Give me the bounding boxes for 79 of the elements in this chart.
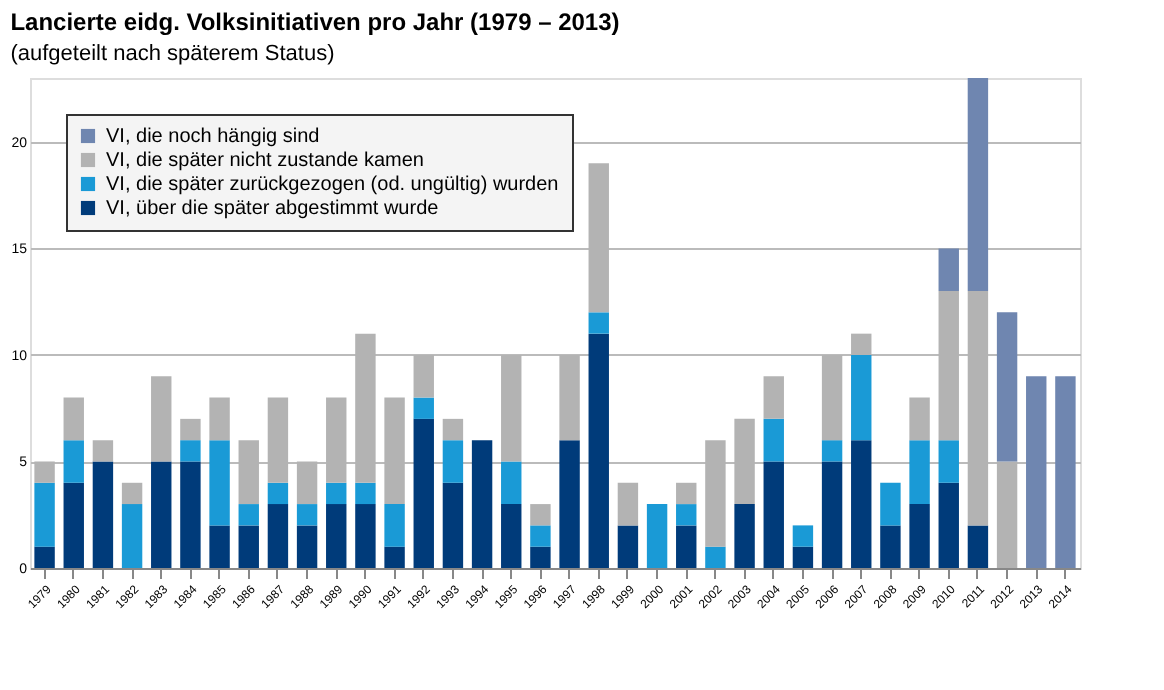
bar (209, 397, 230, 441)
bar (442, 418, 464, 441)
bar (180, 418, 201, 441)
bar (821, 461, 843, 568)
bar (355, 504, 376, 568)
chart-subtitle: (aufgeteilt nach späterem Status) (10, 42, 335, 66)
bar (821, 440, 843, 462)
bar (355, 482, 376, 505)
bar (63, 440, 84, 483)
bar (501, 504, 522, 568)
bar (296, 525, 318, 568)
bar (967, 525, 989, 568)
bar (180, 440, 201, 462)
bar (1055, 376, 1076, 568)
bar (763, 418, 784, 462)
bar (180, 461, 201, 568)
bar (413, 418, 434, 568)
bar (588, 333, 609, 568)
bar (209, 525, 230, 568)
bar (851, 354, 872, 441)
bar (238, 525, 259, 568)
bar (92, 461, 114, 568)
bar (384, 546, 405, 568)
bar (967, 78, 989, 292)
bar (267, 504, 289, 568)
bar (676, 482, 697, 505)
bar (34, 546, 55, 568)
bar (326, 504, 347, 568)
bar (617, 482, 639, 526)
bar (471, 440, 493, 568)
bar (384, 504, 405, 547)
bar (442, 440, 464, 483)
bar (705, 546, 726, 568)
bar (792, 525, 814, 547)
bar (442, 482, 464, 568)
bar (530, 546, 551, 568)
bar (151, 376, 172, 462)
bar (763, 376, 784, 419)
legend-label: VI, die später zurückgezogen (od. ungültig) wurden (106, 174, 559, 196)
bar (734, 504, 755, 568)
bar (851, 440, 872, 568)
bar (676, 504, 697, 526)
bar (559, 440, 580, 568)
legend-label: VI, die noch hängig sind (106, 126, 320, 148)
bar (909, 440, 930, 505)
bar (763, 461, 784, 568)
bar (588, 312, 609, 334)
bar (909, 504, 930, 568)
bar (792, 546, 814, 568)
bar (530, 504, 551, 526)
bar (909, 397, 930, 441)
bar (938, 440, 959, 483)
legend-label: VI, die später nicht zustande kamen (106, 150, 424, 172)
bar (121, 482, 143, 505)
bar (617, 525, 639, 568)
bar (121, 504, 143, 568)
bar (501, 461, 522, 505)
bar (646, 504, 668, 568)
bar (413, 397, 434, 419)
bar (1026, 376, 1047, 568)
bar (238, 504, 259, 526)
bar (63, 482, 84, 568)
bar (267, 482, 289, 505)
bar (326, 482, 347, 505)
bar (63, 397, 84, 441)
bar (296, 504, 318, 526)
bar (92, 440, 114, 462)
bar (996, 312, 1018, 462)
bar (34, 482, 55, 547)
legend-label: VI, über die später abgestimmt wurde (106, 198, 440, 220)
bar (938, 248, 959, 292)
bar (880, 482, 901, 526)
bar (151, 461, 172, 568)
bar (530, 525, 551, 547)
bar (676, 525, 697, 568)
chart-title: Lancierte eidg. Volksinitiativen pro Jahr (1979 – 2013) (10, 8, 620, 36)
bar (880, 525, 901, 568)
bar (209, 440, 230, 526)
bar (938, 482, 959, 568)
